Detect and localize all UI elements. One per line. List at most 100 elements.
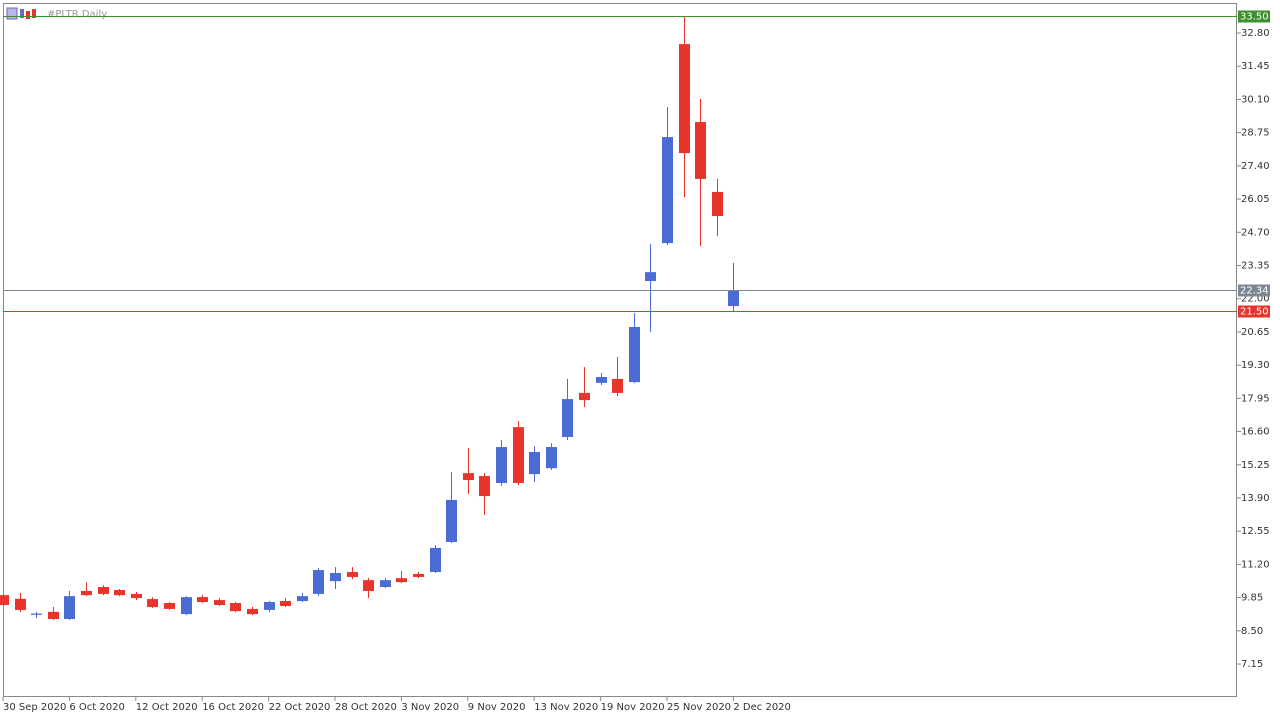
price-label: 21.50	[1240, 307, 1269, 318]
y-tick-label: 19.30	[1241, 360, 1270, 371]
y-tick-label: 15.25	[1241, 460, 1270, 471]
price-label: 22.34	[1240, 286, 1269, 297]
candle	[230, 602, 241, 613]
candle	[596, 373, 607, 386]
candle	[264, 601, 275, 613]
candle-body	[264, 602, 275, 610]
candle-body	[164, 603, 175, 609]
candle-body	[313, 570, 324, 594]
price-label-box	[1238, 284, 1270, 297]
candle-body	[728, 290, 739, 307]
candle-body	[48, 611, 59, 620]
candle-body	[463, 473, 474, 481]
candle	[645, 244, 656, 332]
icon-part	[26, 11, 30, 19]
candle	[380, 578, 391, 589]
y-tick-label: 13.90	[1241, 493, 1270, 504]
y-tick-label: 27.40	[1241, 161, 1270, 172]
y-tick-label: 23.35	[1241, 260, 1270, 271]
candle-body	[645, 272, 656, 281]
candle-body	[679, 44, 690, 154]
candle	[363, 578, 374, 599]
x-tick-label: 30 Sep 2020	[3, 702, 66, 713]
candle	[214, 598, 225, 606]
candle	[712, 178, 723, 236]
candle-body	[0, 595, 9, 605]
candle-body	[430, 547, 441, 573]
candle-body	[629, 326, 640, 383]
candle	[81, 582, 92, 597]
candle-body	[396, 578, 407, 583]
candle	[48, 606, 59, 620]
candle	[695, 98, 706, 247]
candle	[297, 592, 308, 603]
y-tick-label: 8.50	[1241, 626, 1263, 637]
candle-body	[562, 399, 573, 437]
candle-body	[247, 608, 258, 615]
y-tick-label: 31.45	[1241, 61, 1270, 72]
candle	[396, 571, 407, 584]
icon-part	[32, 9, 36, 18]
candle	[15, 592, 26, 612]
candle	[64, 590, 75, 620]
candle-body	[31, 613, 42, 615]
candle-body	[297, 596, 308, 602]
candle-body	[579, 392, 590, 401]
candle	[164, 602, 175, 610]
x-tick-label: 13 Nov 2020	[534, 702, 598, 713]
candle-body	[330, 573, 341, 582]
y-tick-label: 30.10	[1241, 94, 1270, 105]
candle-body	[98, 587, 109, 594]
candle-body	[363, 580, 374, 591]
candle	[31, 611, 42, 619]
plot-frame	[3, 3, 1237, 697]
candle	[313, 568, 324, 597]
candle	[0, 593, 9, 607]
candle	[413, 572, 424, 579]
candle-body	[446, 499, 457, 543]
y-tick-label: 32.80	[1241, 28, 1270, 39]
symbol-icon	[6, 7, 36, 20]
candle-body	[81, 590, 92, 596]
x-tick-label: 12 Oct 2020	[136, 702, 198, 713]
price-label: 33.50	[1240, 12, 1269, 23]
candle	[463, 448, 474, 495]
candle	[247, 606, 258, 616]
candle-body	[662, 137, 673, 244]
x-tick-label: 16 Oct 2020	[202, 702, 264, 713]
candle-body	[695, 122, 706, 179]
y-tick-label: 12.55	[1241, 526, 1270, 537]
icon-part	[20, 9, 24, 18]
candle	[562, 378, 573, 441]
chart-title: #PLTR,Daily	[47, 9, 107, 20]
candle-body	[147, 599, 158, 607]
candle	[513, 420, 524, 485]
x-tick-label: 6 Oct 2020	[69, 702, 124, 713]
x-tick-label: 25 Nov 2020	[667, 702, 731, 713]
candle-body	[114, 589, 125, 596]
candle	[98, 585, 109, 596]
candle-body	[380, 580, 391, 588]
y-tick-label: 7.15	[1241, 659, 1263, 670]
candle-body	[413, 573, 424, 577]
y-tick-label: 22.00	[1241, 294, 1270, 305]
candle-body	[230, 603, 241, 612]
candle	[114, 589, 125, 597]
candle-body	[64, 596, 75, 620]
candle-body	[197, 597, 208, 603]
icon-part	[6, 7, 18, 20]
candle	[496, 440, 507, 486]
candle-body	[280, 601, 291, 606]
candle-body	[181, 597, 192, 615]
candle-body	[612, 378, 623, 393]
candle-body	[347, 572, 358, 577]
candle	[629, 312, 640, 384]
y-tick-label: 28.75	[1241, 128, 1270, 139]
candle-body	[214, 600, 225, 605]
candle-body	[513, 427, 524, 483]
price-label-box	[1238, 10, 1270, 23]
x-tick-label: 3 Nov 2020	[401, 702, 459, 713]
x-tick-label: 2 Dec 2020	[733, 702, 791, 713]
candle	[280, 598, 291, 607]
